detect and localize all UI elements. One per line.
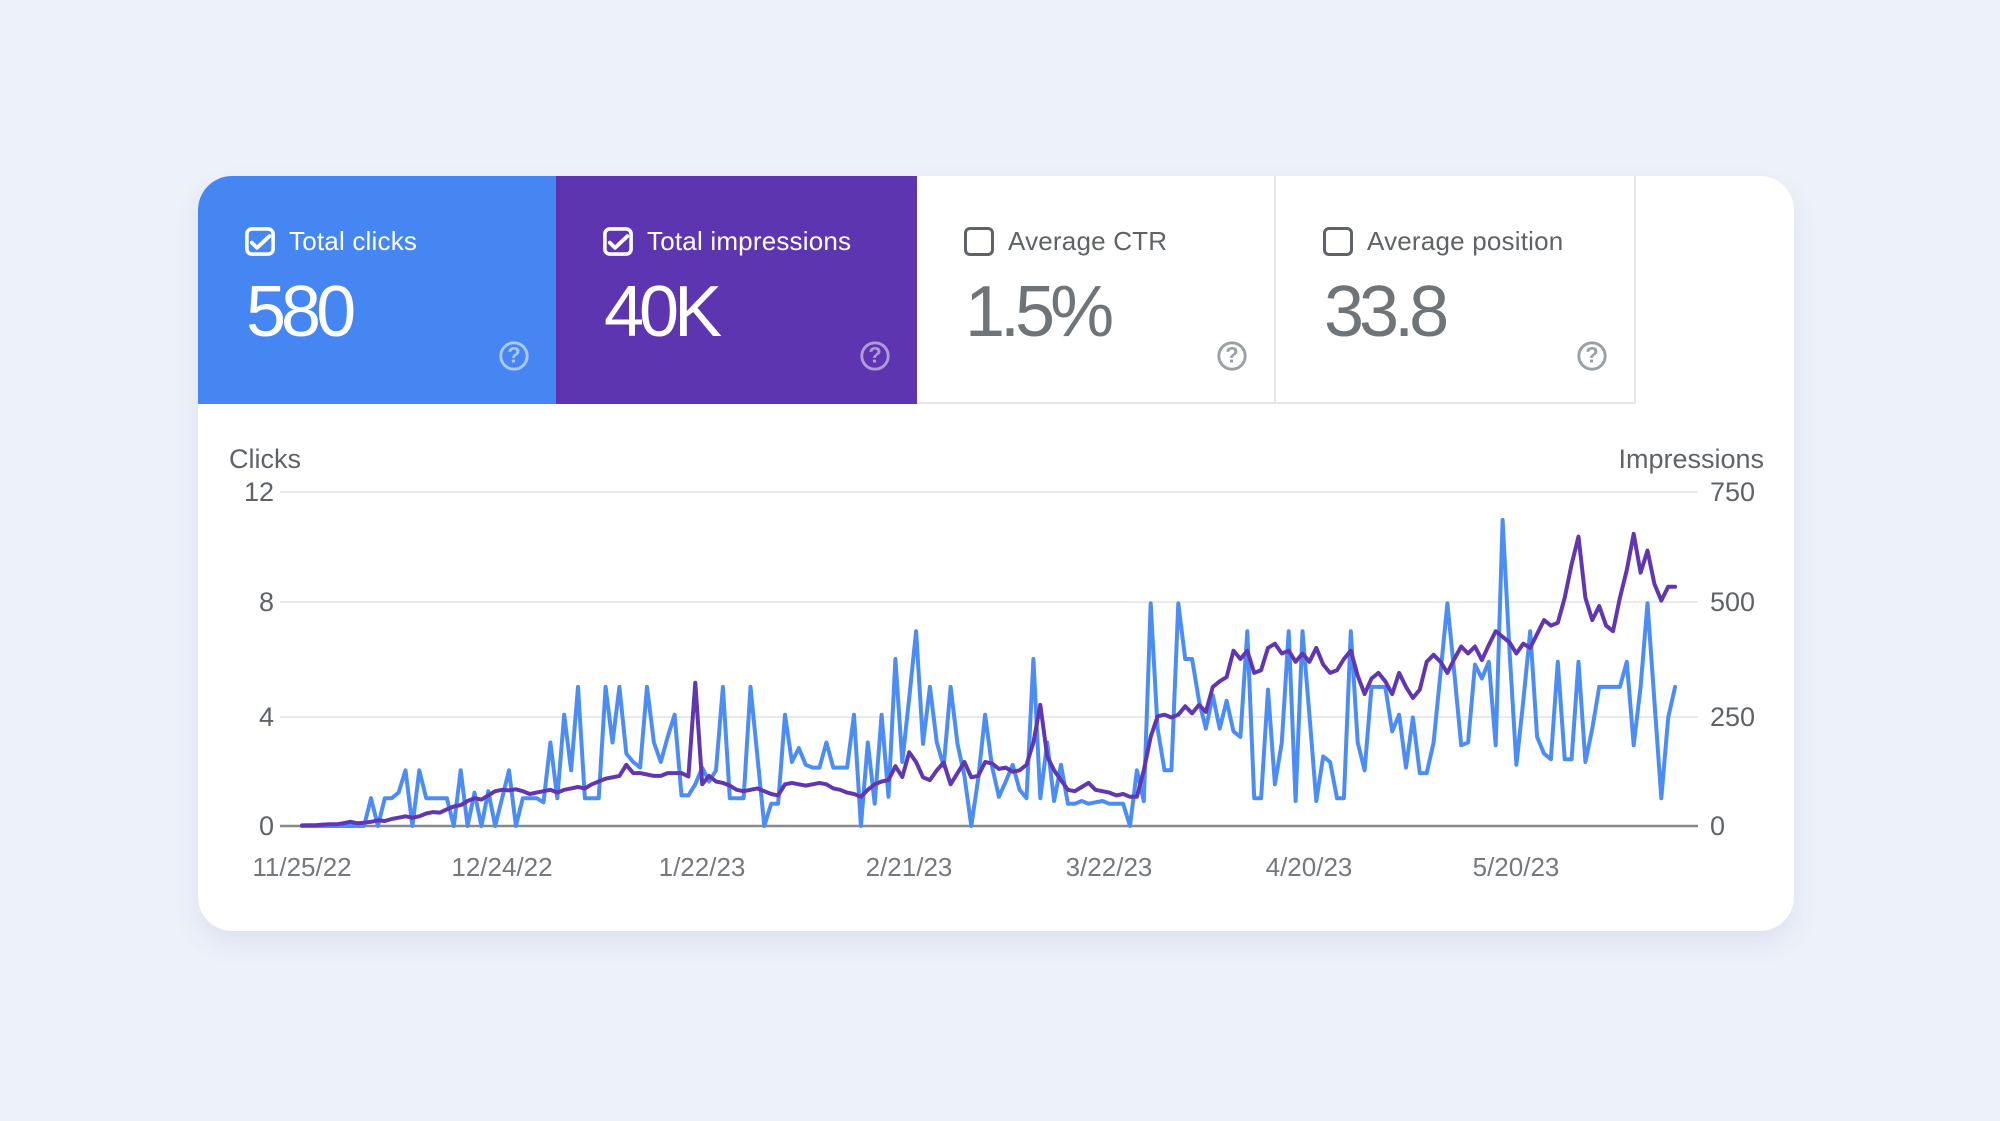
svg-text:500: 500: [1710, 587, 1755, 617]
svg-text:0: 0: [1710, 811, 1725, 841]
svg-text:4: 4: [259, 702, 274, 732]
svg-text:?: ?: [507, 343, 520, 368]
svg-text:5/20/23: 5/20/23: [1473, 852, 1560, 882]
svg-text:2/21/23: 2/21/23: [866, 852, 953, 882]
svg-text:1/22/23: 1/22/23: [659, 852, 746, 882]
svg-text:11/25/22: 11/25/22: [252, 852, 351, 882]
svg-text:Impressions: Impressions: [1618, 444, 1764, 474]
svg-text:250: 250: [1710, 702, 1755, 732]
svg-text:12/24/22: 12/24/22: [451, 852, 552, 882]
svg-text:12: 12: [244, 477, 274, 507]
svg-text:0: 0: [259, 811, 274, 841]
svg-text:?: ?: [1585, 343, 1598, 368]
svg-text:4/20/23: 4/20/23: [1266, 852, 1353, 882]
svg-text:3/22/23: 3/22/23: [1066, 852, 1153, 882]
svg-text:?: ?: [868, 343, 881, 368]
svg-text:8: 8: [259, 587, 274, 617]
svg-text:?: ?: [1225, 343, 1238, 368]
svg-text:Clicks: Clicks: [229, 444, 301, 474]
svg-text:750: 750: [1710, 477, 1755, 507]
